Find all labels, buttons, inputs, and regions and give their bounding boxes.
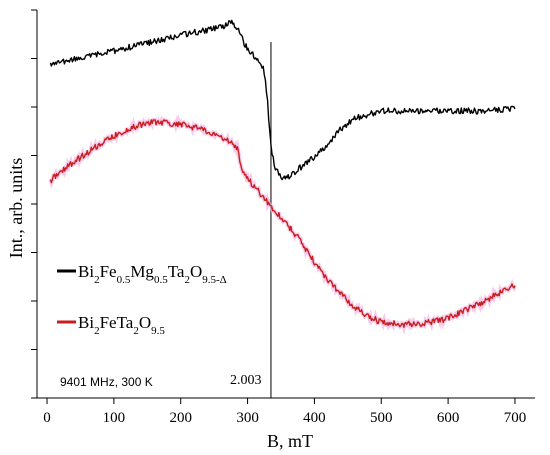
x-tick-label: 200 bbox=[169, 410, 192, 426]
x-tick-label: 100 bbox=[103, 410, 126, 426]
legend-text-part: Mg bbox=[130, 262, 154, 281]
axes: 0 100 200 300 400 500 600 700 bbox=[31, 9, 535, 426]
legend-text-part: 2 bbox=[94, 274, 100, 286]
legend-text-part: O bbox=[139, 313, 151, 332]
legend-text-part: Bi bbox=[78, 313, 94, 332]
series-2-line bbox=[49, 119, 516, 328]
legend-text-part: 2 bbox=[94, 325, 100, 337]
legend-text-part: Bi bbox=[78, 262, 94, 281]
y-axis-title: Int., arb. units bbox=[6, 158, 26, 259]
legend-text-part: 9.5-Δ bbox=[202, 274, 227, 286]
x-tick-label: 0 bbox=[43, 410, 51, 426]
marker-label: 2.003 bbox=[230, 373, 262, 388]
legend-text-part: 2 bbox=[184, 274, 190, 286]
x-tick-label: 300 bbox=[236, 410, 259, 426]
legend-label-series-1: Bi2Fe0.5Mg0.5Ta2O9.5-Δ bbox=[78, 262, 227, 286]
x-tick-label: 400 bbox=[303, 410, 326, 426]
series-2-halo bbox=[48, 114, 517, 336]
conditions-label: 9401 MHz, 300 K bbox=[60, 375, 153, 389]
x-tick-label: 700 bbox=[504, 410, 527, 426]
legend-text-part: 9.5 bbox=[151, 325, 165, 337]
legend-text-part: FeTa bbox=[100, 313, 134, 332]
legend-text-part: Ta bbox=[168, 262, 185, 281]
legend-text-part: O bbox=[190, 262, 202, 281]
legend: Bi2Fe0.5Mg0.5Ta2O9.5-Δ Bi2FeTa2O9.5 bbox=[57, 262, 227, 337]
legend-label-series-2: Bi2FeTa2O9.5 bbox=[78, 313, 165, 337]
series-layer bbox=[48, 19, 517, 336]
legend-text-part: Fe bbox=[100, 262, 117, 281]
x-tick-label: 600 bbox=[437, 410, 460, 426]
legend-text-part: 0.5 bbox=[117, 274, 131, 286]
x-axis-title: B, mT bbox=[267, 431, 313, 451]
x-tick-label: 500 bbox=[370, 410, 393, 426]
legend-text-part: 0.5 bbox=[154, 274, 168, 286]
series-1-line bbox=[49, 19, 516, 181]
legend-text-part: 2 bbox=[133, 325, 139, 337]
